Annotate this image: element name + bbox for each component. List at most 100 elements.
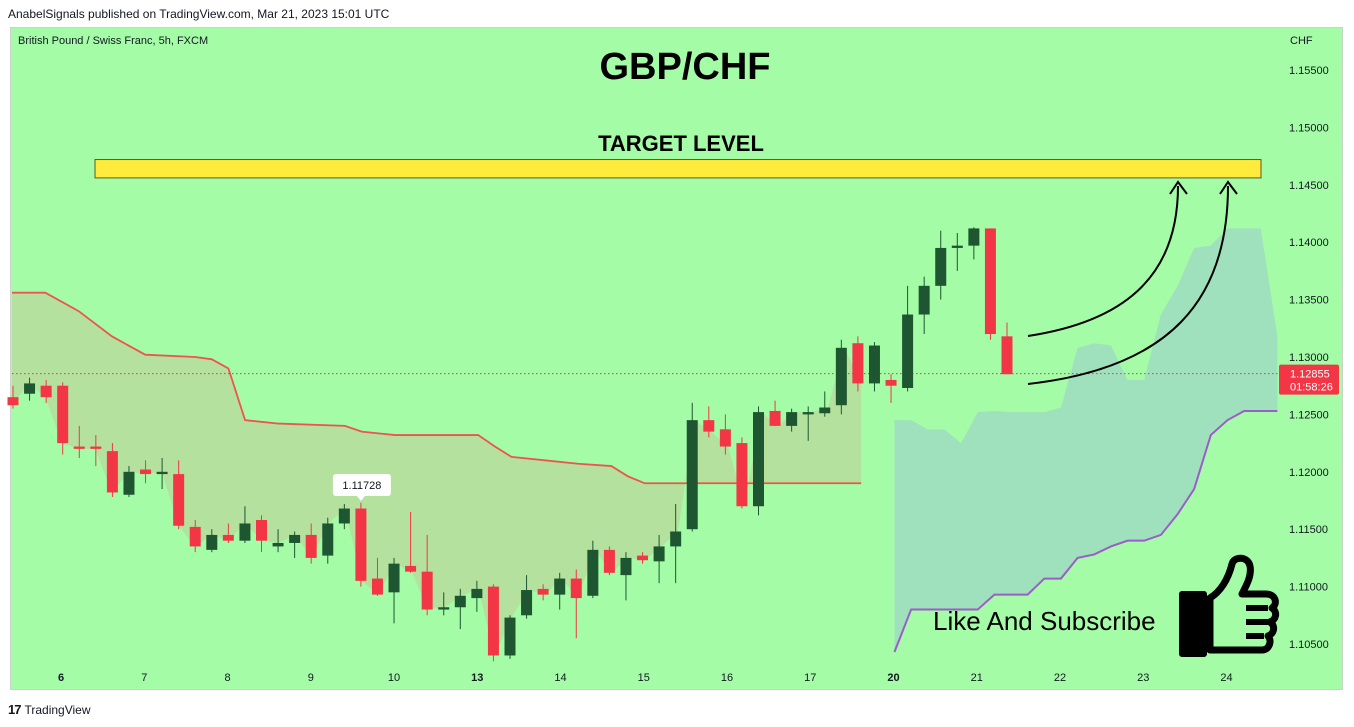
candle-body (968, 228, 980, 246)
candle-body (305, 534, 317, 558)
arrow-head-1 (1169, 180, 1188, 195)
candle-body (189, 526, 201, 547)
candle-body (786, 412, 798, 426)
candle-body (40, 385, 52, 398)
y-tick-label: 1.10500 (1289, 639, 1329, 651)
x-tick-label: 16 (721, 672, 733, 684)
candle-body (868, 345, 880, 384)
candle-body (7, 397, 19, 406)
candle-body (521, 590, 533, 616)
candle-body (769, 410, 781, 426)
marked-high-label: 1.11728 (342, 480, 381, 492)
candle-body (703, 420, 715, 432)
footer: 17 TradingView (8, 702, 91, 717)
candle-body (984, 228, 996, 335)
like-subscribe-text: Like And Subscribe (933, 606, 1156, 636)
x-tick-label: 20 (887, 672, 899, 684)
x-tick-label: 21 (971, 672, 983, 684)
publisher-line: AnabelSignals published on TradingView.c… (8, 7, 390, 21)
candle-body (570, 578, 582, 599)
y-tick-label: 1.12500 (1289, 409, 1329, 421)
price-badge (1279, 364, 1339, 395)
x-tick-label: 15 (638, 672, 650, 684)
x-tick-label: 24 (1220, 672, 1232, 684)
y-tick-label: 1.13500 (1289, 295, 1329, 307)
target-level-label: TARGET LEVEL (598, 131, 764, 156)
upper-band-line (12, 291, 862, 485)
x-tick-label: 17 (804, 672, 816, 684)
projection-arrow-2 (1027, 185, 1229, 385)
y-tick-label: 1.11000 (1289, 582, 1328, 594)
candle-body (603, 549, 615, 573)
y-tick-label: 1.15000 (1289, 122, 1329, 134)
candle-body (719, 429, 731, 447)
candle-body (322, 523, 334, 556)
chart-main-title: GBP/CHF (599, 46, 771, 88)
candle-body (637, 555, 649, 561)
x-tick-label: 13 (471, 672, 483, 684)
target-zone (94, 159, 1262, 179)
candle-body (935, 247, 947, 286)
candle-body (471, 588, 483, 599)
x-tick-label: 8 (224, 672, 230, 684)
x-tick-label: 23 (1137, 672, 1149, 684)
tradingview-logo-icon: 17 (8, 702, 22, 717)
candle-body (156, 471, 168, 475)
symbol-title: British Pound / Swiss Franc, 5h, FXCM (18, 35, 209, 47)
candle-body (487, 586, 499, 656)
candle-body (504, 617, 516, 656)
thumbs-up-icon (1179, 554, 1280, 657)
x-tick-label: 6 (58, 672, 64, 684)
price-badge-countdown: 01:58:26 (1290, 382, 1333, 394)
x-tick-label: 22 (1054, 672, 1066, 684)
candle-body (554, 578, 566, 595)
candle-body (802, 412, 814, 415)
candle-body (620, 557, 632, 576)
candle-body (587, 549, 599, 596)
candle-body (73, 446, 85, 449)
candle-body (1001, 336, 1013, 375)
candle-body (173, 474, 185, 526)
candle-body (272, 542, 284, 547)
chart-pane[interactable] (10, 27, 1343, 690)
candle-body (421, 571, 433, 610)
x-tick-label: 7 (141, 672, 147, 684)
candle-body (140, 469, 152, 475)
candle-body (239, 523, 251, 541)
price-badge-value: 1.12855 (1290, 369, 1330, 381)
candle-body (123, 471, 135, 495)
marked-high-badge (332, 474, 391, 496)
marked-high-pointer (356, 496, 365, 501)
candle-body (951, 245, 963, 248)
candle-body (106, 451, 118, 493)
y-tick-label: 1.11500 (1289, 524, 1328, 536)
candle-body (57, 385, 69, 444)
lower-band-line (893, 409, 1278, 653)
candle-body (686, 420, 698, 530)
axis-currency-label: CHF (1290, 35, 1313, 47)
candle-body (256, 520, 267, 541)
y-tick-label: 1.14500 (1289, 180, 1329, 192)
candle-body (90, 446, 102, 449)
y-tick-label: 1.12000 (1289, 467, 1329, 479)
candle-body (653, 546, 665, 562)
candle-body (355, 508, 367, 581)
candle-body (338, 508, 350, 524)
footer-brand[interactable]: TradingView (24, 702, 91, 717)
candle-body (670, 531, 682, 547)
y-tick-label: 1.15500 (1289, 65, 1329, 77)
candle-body (454, 595, 466, 608)
y-tick-label: 1.14000 (1289, 237, 1329, 249)
arrow-head-2 (1219, 180, 1238, 195)
candle-body (289, 534, 301, 543)
x-tick-label: 10 (388, 672, 400, 684)
candle-body (371, 578, 383, 595)
candle-body (222, 534, 234, 541)
upper-band-fill (12, 292, 862, 656)
candle-body (537, 588, 549, 595)
candle-body (405, 565, 417, 572)
candle-body (918, 285, 930, 315)
projection-arrow-1 (1027, 185, 1179, 337)
x-tick-label: 9 (308, 672, 314, 684)
